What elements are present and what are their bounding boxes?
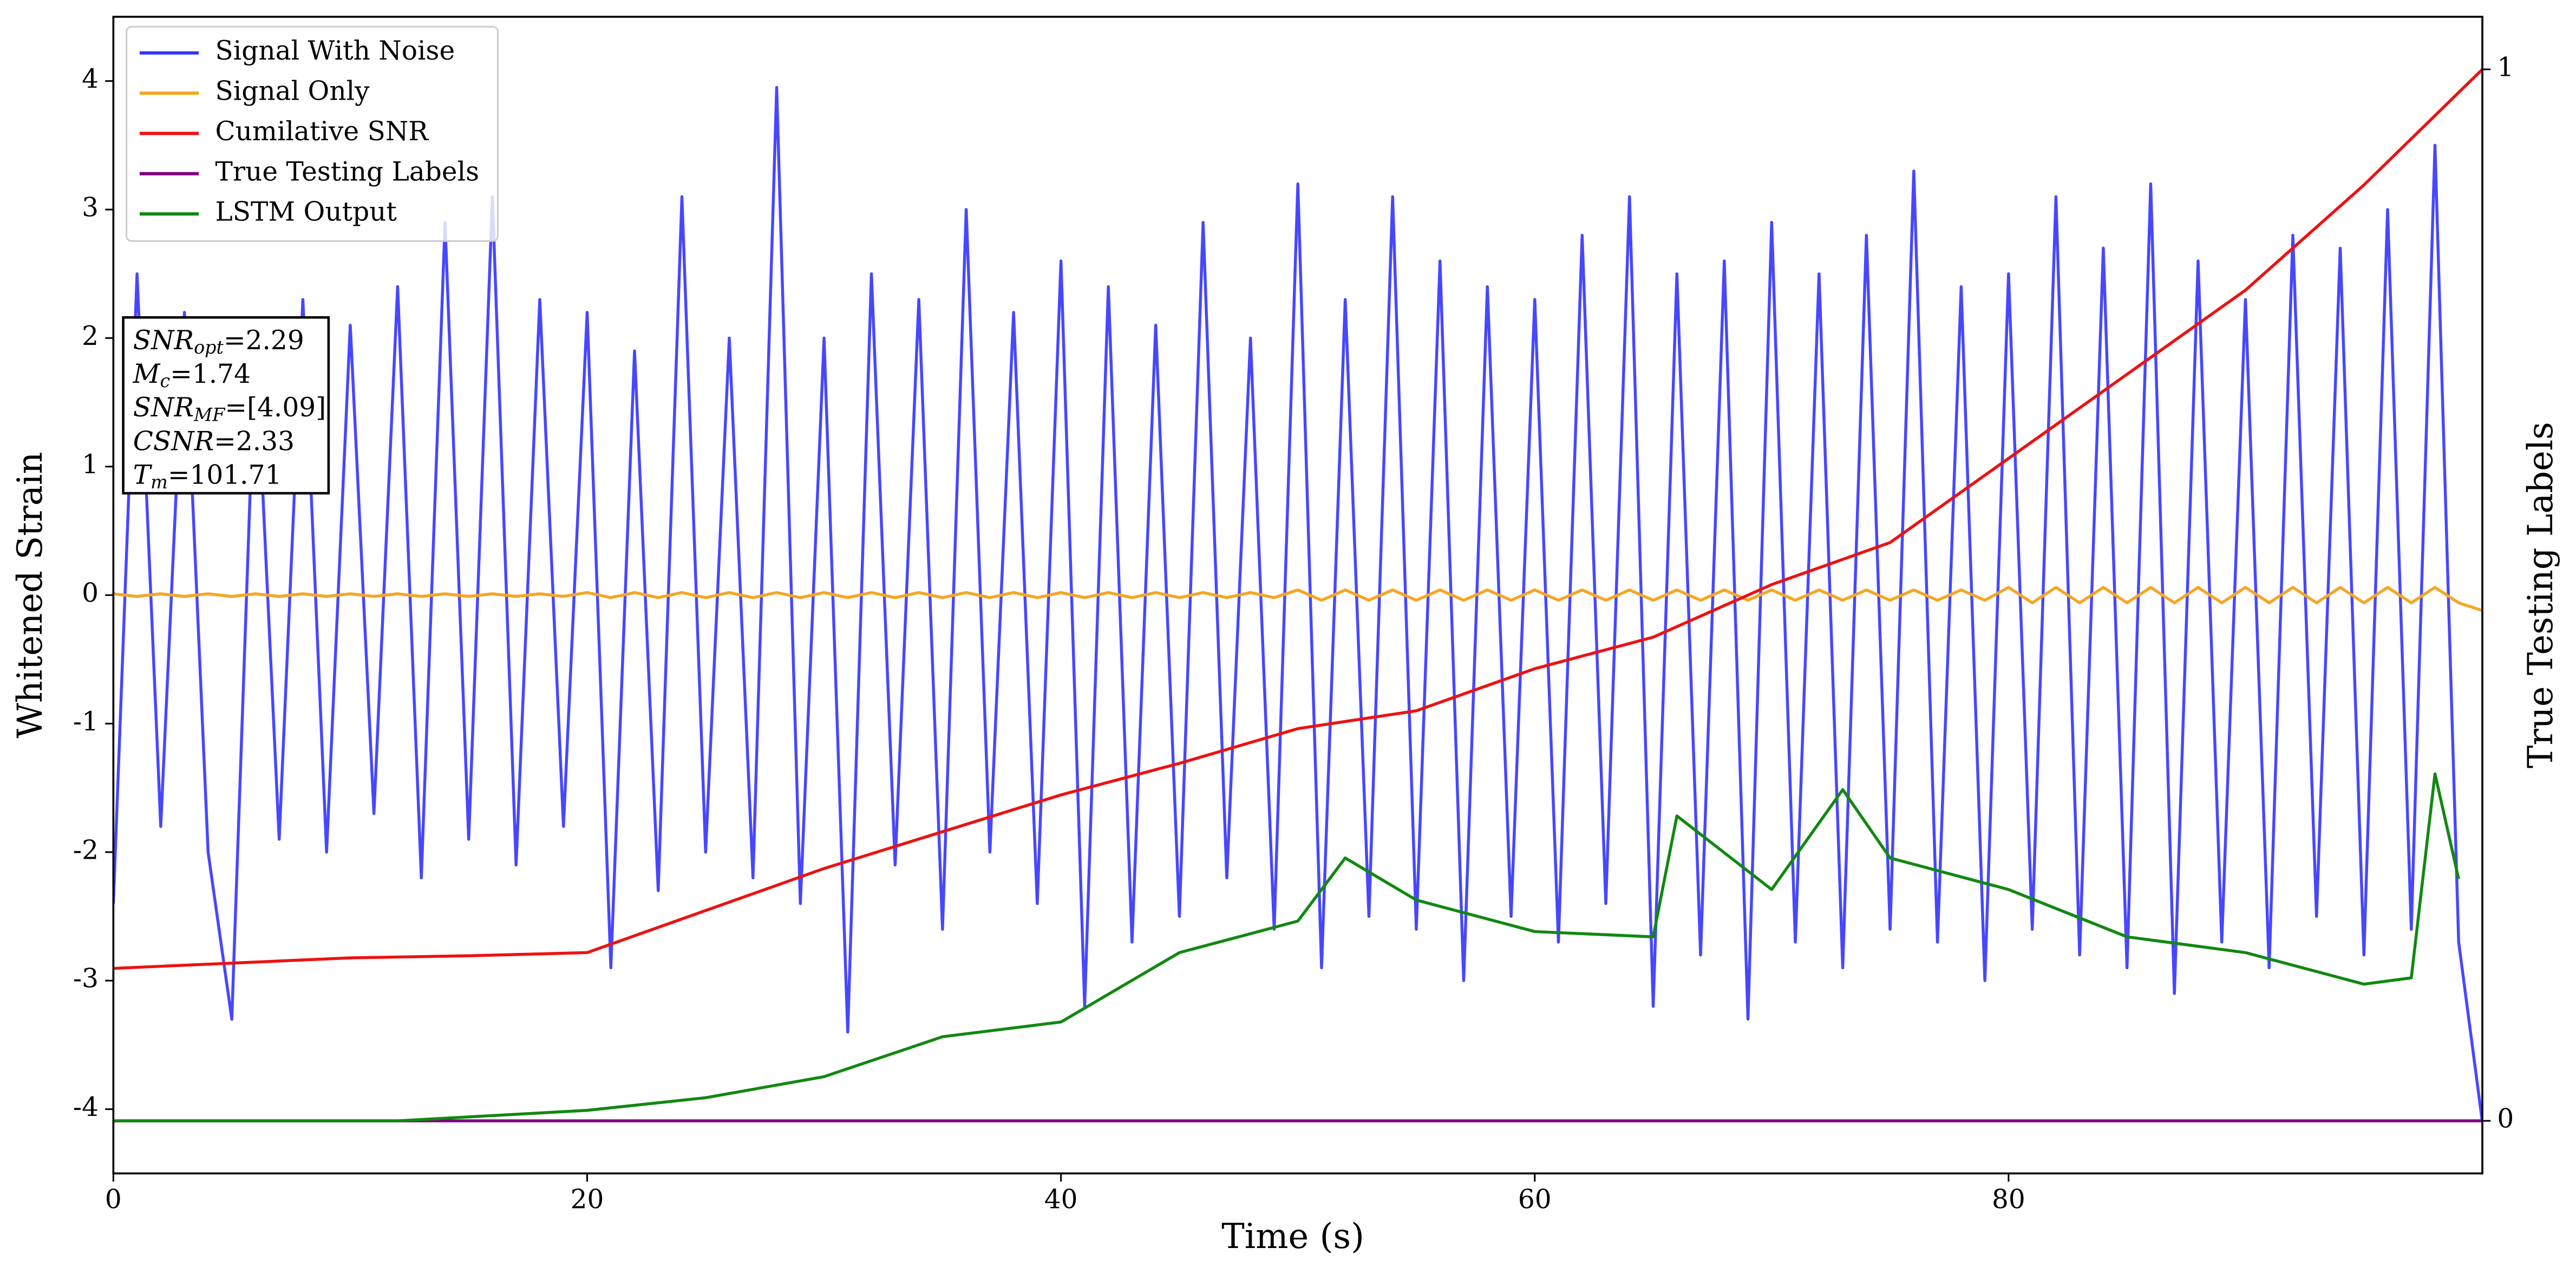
legend-label: LSTM Output: [215, 197, 397, 227]
x-tick-label: 0: [105, 1184, 122, 1214]
annotation-line: SNRopt=2.29: [133, 325, 304, 358]
annotation-main: M: [133, 359, 161, 389]
annotation-line: CSNR=2.33: [133, 426, 295, 456]
legend-box: [126, 25, 499, 242]
annotation-rest: =101.71: [168, 460, 282, 490]
x-tick-label: 60: [1518, 1184, 1552, 1214]
y2-tick-label: 1: [2497, 53, 2514, 83]
annotation-rest: =[4.09]: [225, 393, 326, 423]
annotation-rest: =2.29: [224, 325, 304, 355]
y2-axis-label: True Testing Labels: [2521, 422, 2561, 768]
annotation-main: T: [133, 460, 153, 490]
series-line: [113, 68, 2483, 970]
annotation-main: SNR: [133, 393, 194, 423]
annotation-rest: =1.74: [170, 359, 251, 389]
legend-label: True Testing Labels: [215, 156, 480, 187]
series-line: [113, 772, 2460, 1122]
annotation-sub: MF: [193, 404, 226, 425]
annotation-sub: c: [160, 370, 171, 391]
annotation-line: Mc=1.74: [133, 359, 251, 392]
annotation-main: SNR: [133, 325, 194, 355]
y-tick-label: 2: [82, 321, 99, 351]
series-line: [113, 86, 2483, 1122]
legend-label: Signal With Noise: [215, 36, 455, 66]
annotation-box: [122, 316, 330, 495]
y-tick-label: -3: [73, 964, 99, 994]
legend-label: Cumilative SNR: [215, 116, 429, 147]
x-tick-label: 20: [571, 1184, 604, 1214]
annotation-line: SNRMF=[4.09]: [133, 393, 326, 426]
annotation-main: CSNR: [133, 426, 214, 456]
annotation-sub: opt: [194, 337, 224, 358]
x-tick-label: 80: [1992, 1184, 2025, 1214]
y-tick-label: 4: [82, 64, 99, 94]
annotation-line: Tm=101.71: [133, 460, 282, 493]
x-axis-label: Time (s): [1221, 1217, 1364, 1257]
y-tick-label: -1: [73, 707, 99, 737]
series-line: [113, 586, 2483, 612]
legend: Signal With Noise Signal Only Cumilative S…: [126, 25, 499, 242]
plot-area: [113, 68, 2483, 1122]
y2-tick-label: 0: [2497, 1104, 2514, 1134]
y-tick-label: -2: [73, 835, 99, 865]
annotation: SNRopt=2.29Mc=1.74SNRMF=[4.09]CSNR=2.33T…: [122, 316, 330, 495]
y-tick-label: 0: [82, 578, 99, 609]
annotation-rest: =2.33: [214, 426, 295, 456]
y-tick-label: 3: [82, 193, 99, 223]
legend-label: Signal Only: [215, 76, 370, 107]
x-tick-label: 40: [1044, 1184, 1078, 1214]
y-tick-label: -4: [73, 1092, 99, 1122]
y-tick-label: 1: [82, 449, 99, 480]
annotation-sub: m: [151, 472, 168, 493]
y-axis-label: Whitened Strain: [10, 452, 50, 739]
